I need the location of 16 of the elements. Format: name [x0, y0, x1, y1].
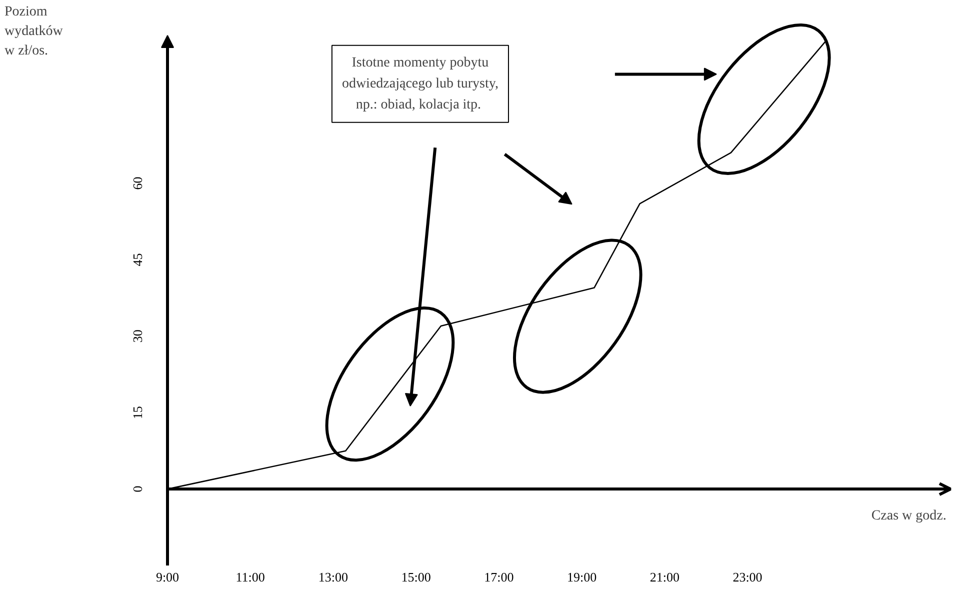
y-tick-label: 60 — [130, 176, 145, 190]
x-tick-label: 19:00 — [566, 570, 597, 584]
y-tick-label: 15 — [130, 406, 145, 420]
y-axis-title: Poziom wydatków w zł/os. — [4, 4, 64, 58]
y-tick-label: 0 — [130, 486, 145, 492]
x-tick-label: 21:00 — [650, 570, 680, 584]
annotation: Istotne momenty pobytu odwiedzającego lub turysty, np.: obiad, kolacja itp. — [342, 55, 498, 112]
x-axis-title: Czas w godz. — [871, 508, 946, 524]
x-tick-label: 13:00 — [318, 570, 348, 584]
x-tick-label: 17:00 — [484, 570, 514, 584]
y-tick-label: 30 — [130, 330, 145, 343]
x-tick-label: 23:00 — [732, 570, 762, 584]
x-tick-label: 9:00 — [156, 570, 180, 584]
y-tick-label: 45 — [130, 253, 145, 266]
x-tick-label: 15:00 — [401, 570, 431, 584]
x-tick-label: 11:00 — [236, 570, 265, 584]
